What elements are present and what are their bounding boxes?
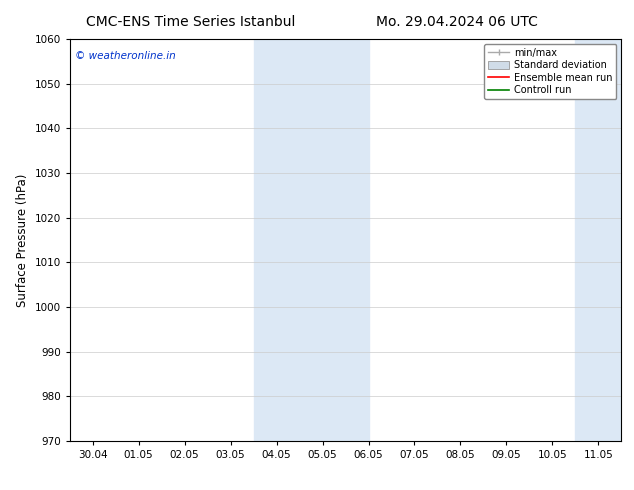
Text: Mo. 29.04.2024 06 UTC: Mo. 29.04.2024 06 UTC <box>375 15 538 29</box>
Bar <box>575 39 621 441</box>
Text: CMC-ENS Time Series Istanbul: CMC-ENS Time Series Istanbul <box>86 15 295 29</box>
Y-axis label: Surface Pressure (hPa): Surface Pressure (hPa) <box>16 173 29 307</box>
Bar <box>254 39 368 441</box>
Legend: min/max, Standard deviation, Ensemble mean run, Controll run: min/max, Standard deviation, Ensemble me… <box>484 44 616 99</box>
Text: © weatheronline.in: © weatheronline.in <box>75 51 176 61</box>
